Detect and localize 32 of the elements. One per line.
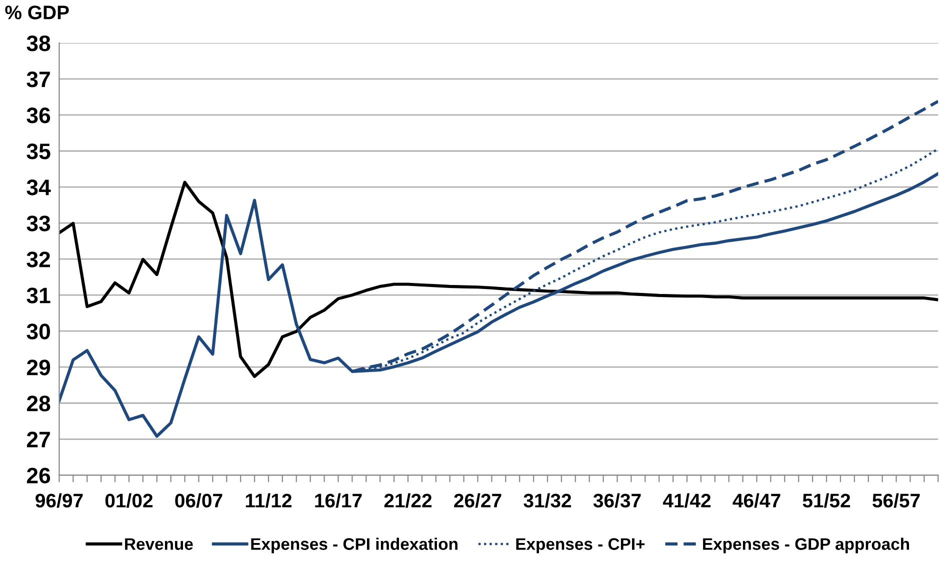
x-tick-label: 06/07 xyxy=(175,493,222,508)
x-tick-label: 56/57 xyxy=(872,493,920,508)
y-tick-label: 26 xyxy=(26,468,50,484)
legend-label: Expenses - CPI+ xyxy=(516,538,645,554)
x-tick-label: 96/97 xyxy=(36,493,83,508)
x-tick-label: 46/47 xyxy=(732,493,780,508)
y-tick-label: 33 xyxy=(26,216,50,232)
x-tick-label: 51/52 xyxy=(802,493,850,508)
legend-label: Expenses - GDP approach xyxy=(703,538,910,554)
y-tick-label: 29 xyxy=(26,360,50,376)
x-tick-label: 01/02 xyxy=(105,493,153,508)
x-tick-label: 26/27 xyxy=(454,493,502,508)
x-tick-label: 16/17 xyxy=(315,493,362,508)
line-series xyxy=(59,180,938,378)
y-tick-label: 38 xyxy=(26,35,50,52)
legend-label: Revenue xyxy=(125,538,193,550)
y-tick-label: 32 xyxy=(26,252,50,268)
y-tick-label: 37 xyxy=(26,71,50,88)
y-tick-label: 30 xyxy=(26,324,50,340)
y-tick-label: 34 xyxy=(26,180,51,196)
legend-label: Expenses - CPI indexation xyxy=(251,538,458,554)
y-tick-label: 28 xyxy=(26,396,50,412)
y-tick-label: 27 xyxy=(26,432,50,448)
x-tick-label: 31/32 xyxy=(524,493,572,508)
y-tick-label: 31 xyxy=(26,288,50,304)
x-tick-label: 36/37 xyxy=(593,493,641,508)
x-tick-label: 41/42 xyxy=(662,493,711,508)
y-tick-label: 36 xyxy=(26,108,50,124)
y-tick-label: 35 xyxy=(26,144,50,160)
x-tick-label: 11/12 xyxy=(246,493,292,508)
x-tick-label: 21/22 xyxy=(384,493,432,508)
y-axis-title: % GDP xyxy=(5,6,69,20)
